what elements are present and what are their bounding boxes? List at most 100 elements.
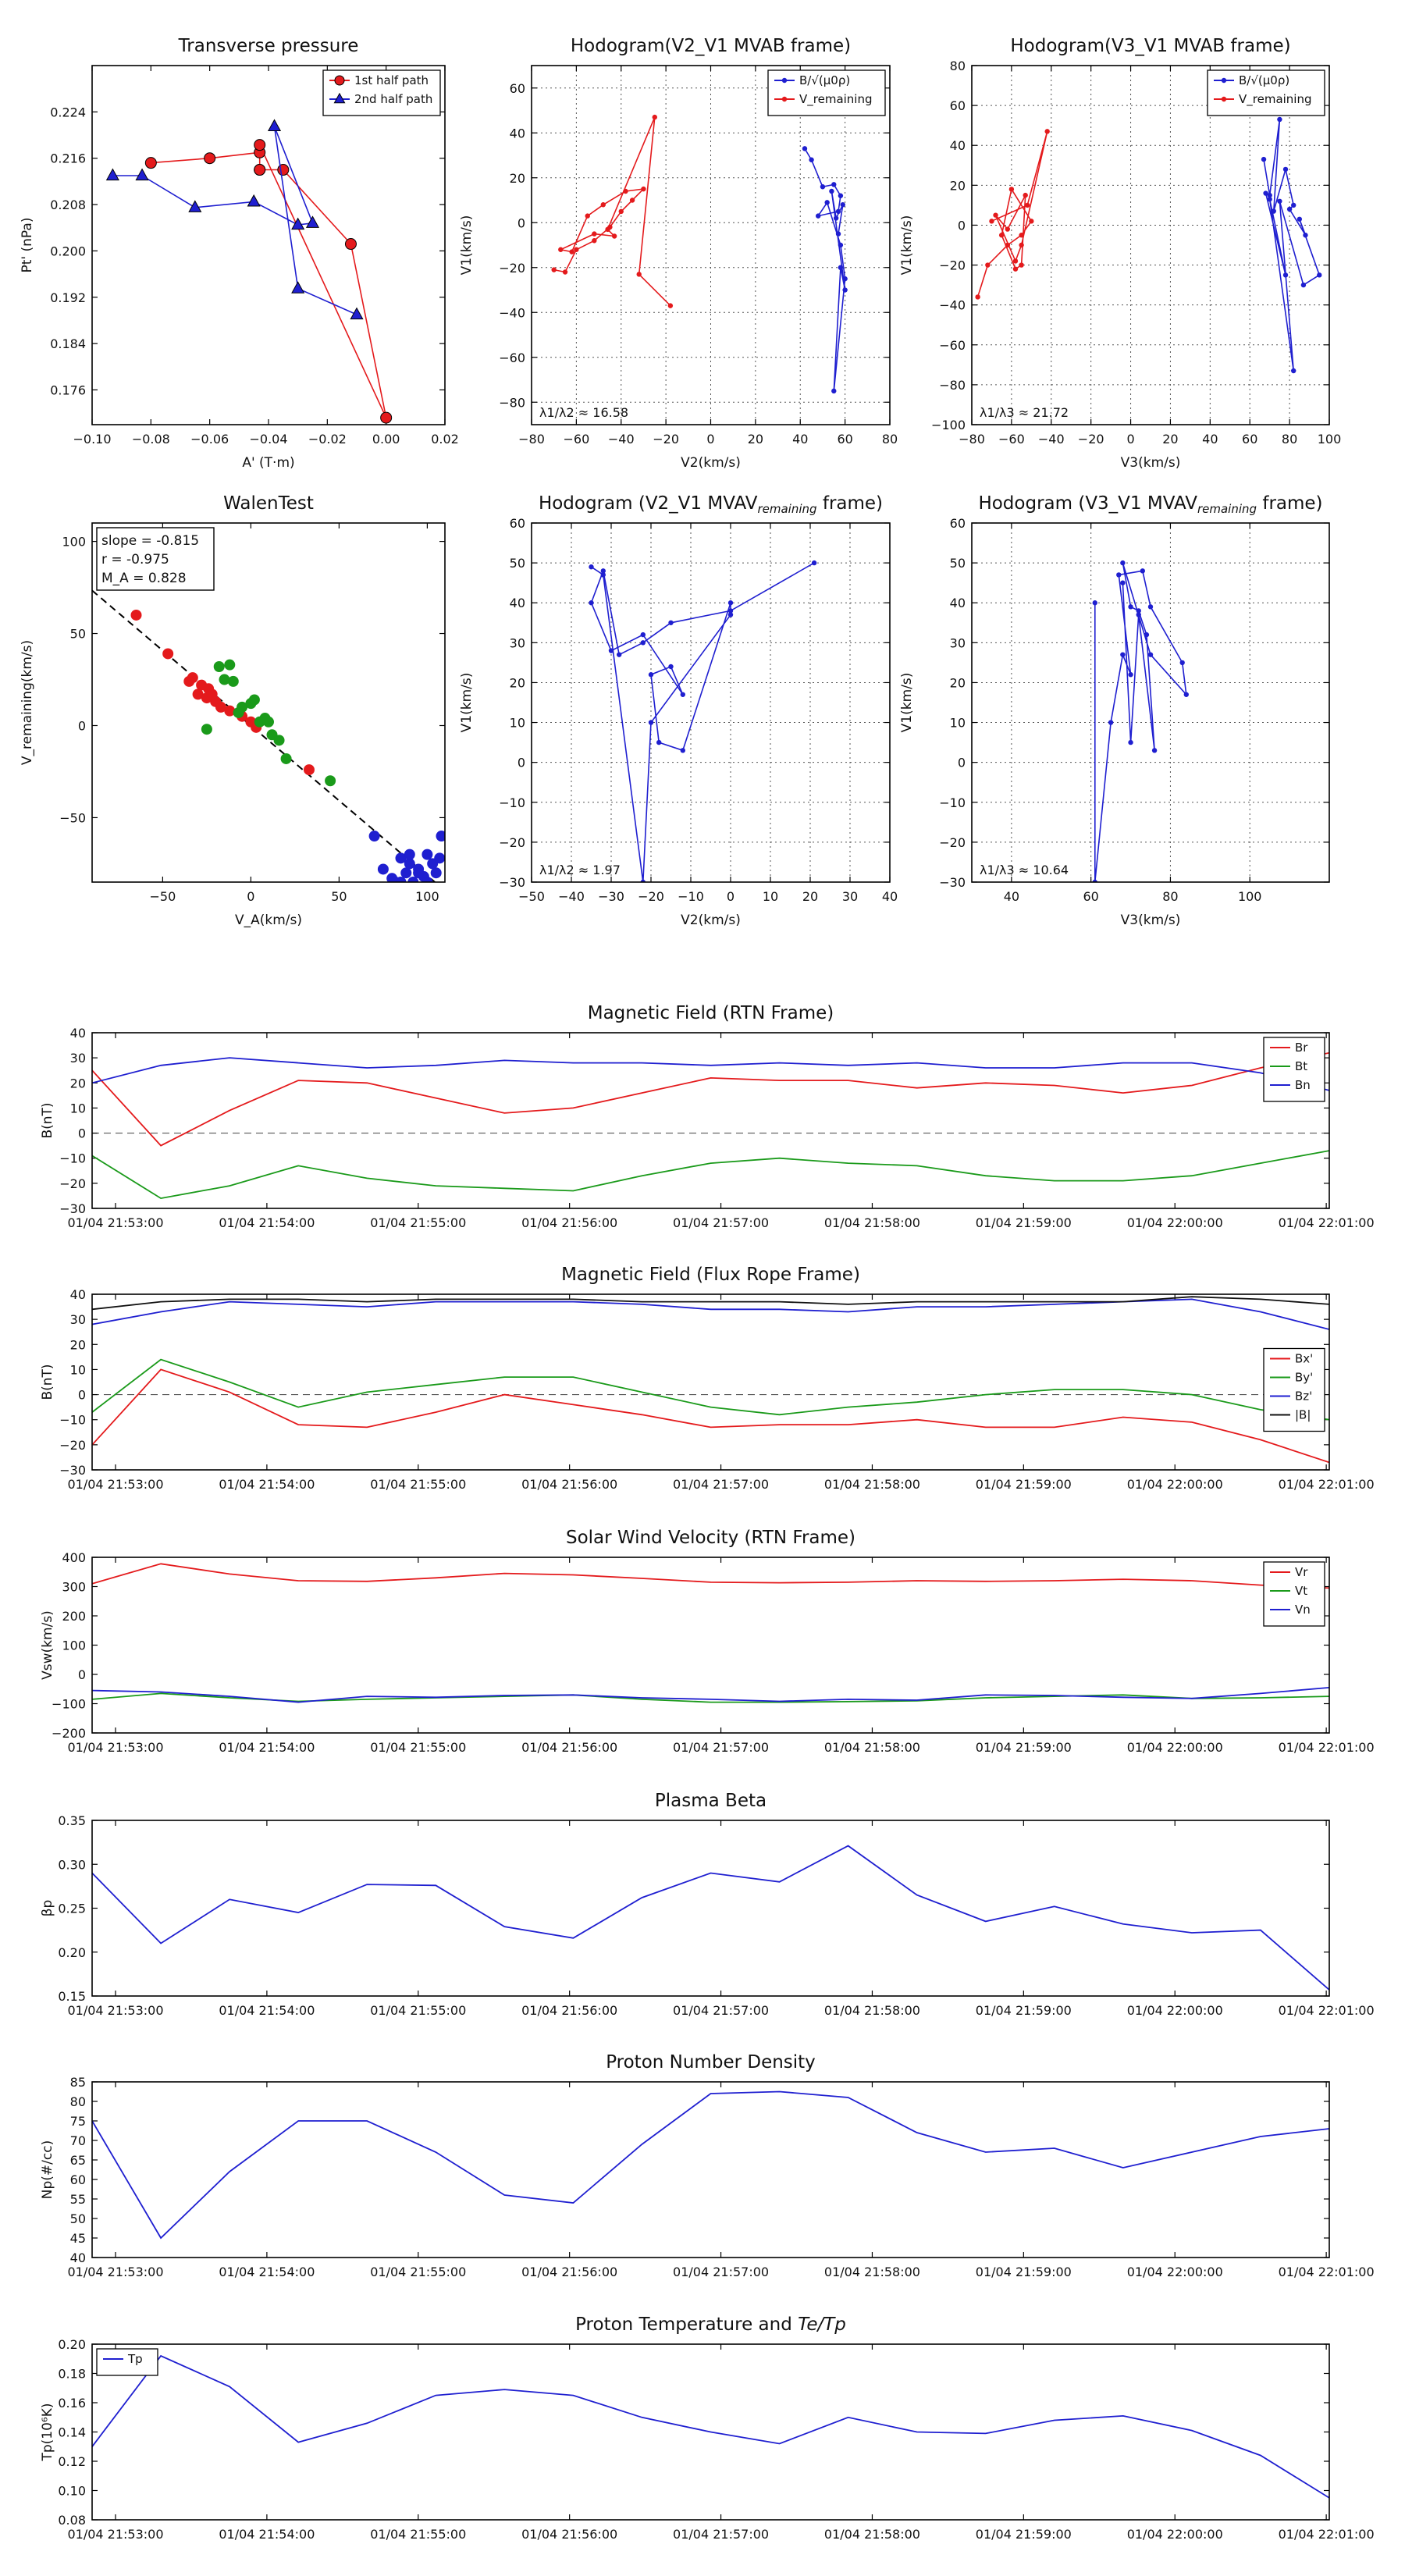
x-tick-label: 01/04 21:55:00 bbox=[370, 1740, 466, 1755]
data-point bbox=[254, 164, 266, 176]
data-point bbox=[640, 632, 646, 638]
x-tick-label: 01/04 21:54:00 bbox=[219, 2265, 315, 2279]
y-tick-label: −50 bbox=[59, 810, 86, 825]
data-point bbox=[254, 139, 266, 151]
y-tick-label: 30 bbox=[950, 635, 966, 650]
x-tick-label: 80 bbox=[882, 432, 898, 447]
x-tick-label: 01/04 21:57:00 bbox=[673, 2527, 769, 2542]
x-tick-label: −0.02 bbox=[308, 432, 347, 447]
data-point bbox=[680, 748, 685, 753]
y-axis-label: βp bbox=[40, 1900, 55, 1917]
data-point bbox=[1140, 568, 1146, 574]
data-point bbox=[303, 764, 315, 776]
data-point bbox=[840, 202, 845, 208]
data-point bbox=[811, 560, 817, 566]
y-tick-label: 0.200 bbox=[50, 244, 86, 258]
data-point bbox=[1317, 272, 1322, 278]
data-point bbox=[291, 281, 305, 294]
x-tick-label: 01/04 22:01:00 bbox=[1279, 2265, 1375, 2279]
data-point bbox=[629, 197, 635, 203]
y-tick-label: −30 bbox=[59, 1463, 86, 1478]
y-tick-label: 55 bbox=[70, 2192, 86, 2207]
x-tick-label: 01/04 22:00:00 bbox=[1127, 2527, 1223, 2542]
data-point bbox=[600, 568, 606, 574]
plot-frame bbox=[91, 1557, 1330, 1734]
data-point bbox=[668, 620, 674, 625]
y-tick-label: −200 bbox=[52, 1726, 86, 1741]
series-line-2 bbox=[553, 116, 671, 307]
chart-hodogram-v3-v1-mvab: Hodogram(V3_V1 MVAB frame) V3(km/s) V1(km/… bbox=[899, 36, 1341, 471]
y-tick-label: −20 bbox=[499, 835, 525, 850]
chart-proton-temperature: Proton Temperature and Te/Tp Tp(10⁶K) 01/0… bbox=[40, 2314, 1375, 2542]
data-point bbox=[233, 706, 244, 718]
series-line-1 bbox=[590, 562, 815, 882]
x-tick-label: 01/04 21:54:00 bbox=[219, 2003, 315, 2018]
data-point bbox=[206, 688, 218, 700]
x-tick-label: 01/04 21:55:00 bbox=[370, 1477, 466, 1492]
y-tick-label: −80 bbox=[499, 395, 525, 410]
stats-line: M_A = 0.828 bbox=[101, 571, 187, 586]
x-tick-label: 01/04 21:54:00 bbox=[219, 1215, 315, 1230]
y-axis-label: B(nT) bbox=[40, 1102, 55, 1138]
series-line-1 bbox=[92, 1563, 1329, 1589]
x-tick-label: 01/04 21:53:00 bbox=[67, 2527, 163, 2542]
data-point bbox=[831, 182, 837, 187]
legend-label: Vr bbox=[1295, 1565, 1308, 1579]
data-point bbox=[434, 852, 445, 864]
y-tick-label: 20 bbox=[510, 675, 525, 690]
chart-hodogram-v2-v1-mvav: Hodogram (V2_V1 MVAVremaining frame) V2(k… bbox=[459, 493, 898, 928]
x-axis-label: V_A(km/s) bbox=[235, 913, 302, 928]
series-line-2 bbox=[92, 1150, 1329, 1200]
x-tick-label: −10 bbox=[678, 889, 704, 904]
x-tick-label: −30 bbox=[598, 889, 624, 904]
data-point bbox=[1008, 187, 1015, 192]
data-point bbox=[608, 648, 614, 653]
x-axis-label: A' (T·m) bbox=[242, 455, 294, 471]
chart-plasma-beta: Plasma Beta βp 01/04 21:53:00 01/04 21:54:0… bbox=[40, 1791, 1375, 2018]
y-tick-label: 0.184 bbox=[50, 336, 86, 351]
data-point bbox=[201, 724, 212, 735]
x-tick-label: 01/04 21:56:00 bbox=[521, 2527, 617, 2542]
y-tick-label: 0.14 bbox=[58, 2425, 86, 2440]
data-point bbox=[273, 735, 285, 746]
y-tick-label: −20 bbox=[939, 835, 966, 850]
y-tick-label: 0.20 bbox=[58, 1945, 86, 1960]
data-point bbox=[407, 877, 419, 882]
y-tick-label: 10 bbox=[70, 1362, 86, 1377]
y-tick-label: −10 bbox=[59, 1151, 86, 1166]
data-point bbox=[569, 249, 574, 254]
data-point bbox=[618, 208, 624, 215]
y-axis-label: B(nT) bbox=[40, 1364, 55, 1400]
data-point bbox=[589, 600, 594, 606]
data-point bbox=[105, 168, 119, 181]
plot-frame bbox=[91, 2343, 1330, 2521]
data-point bbox=[277, 164, 290, 176]
data-point bbox=[227, 675, 239, 687]
y-tick-label: 0.192 bbox=[50, 290, 86, 305]
legend-label: Vt bbox=[1295, 1584, 1307, 1598]
y-tick-label: 60 bbox=[950, 98, 966, 113]
legend-label: Br bbox=[1295, 1041, 1308, 1055]
data-point bbox=[162, 648, 174, 660]
x-tick-label: 01/04 21:53:00 bbox=[67, 1477, 163, 1492]
plot-area bbox=[975, 116, 1322, 374]
x-tick-label: −80 bbox=[959, 432, 985, 447]
data-point bbox=[648, 672, 654, 678]
x-tick-label: 01/04 21:58:00 bbox=[824, 1740, 920, 1755]
x-tick-label: 0.02 bbox=[431, 432, 459, 447]
data-point bbox=[600, 202, 606, 208]
y-axis-label: Pt' (nPa) bbox=[20, 218, 35, 273]
y-axis-label: V1(km/s) bbox=[459, 673, 475, 733]
data-point bbox=[589, 564, 594, 570]
legend-box bbox=[767, 69, 886, 116]
y-tick-label: 40 bbox=[510, 126, 525, 141]
legend-label: Bz' bbox=[1295, 1389, 1312, 1404]
x-tick-label: 01/04 21:53:00 bbox=[67, 1740, 163, 1755]
x-tick-label: 01/04 21:59:00 bbox=[976, 1215, 1072, 1230]
y-tick-label: 0 bbox=[518, 215, 525, 230]
plot-frame bbox=[91, 1820, 1330, 1997]
series-line-1 bbox=[151, 144, 387, 418]
x-tick-label: 01/04 22:00:00 bbox=[1127, 1740, 1223, 1755]
data-point bbox=[727, 612, 734, 617]
